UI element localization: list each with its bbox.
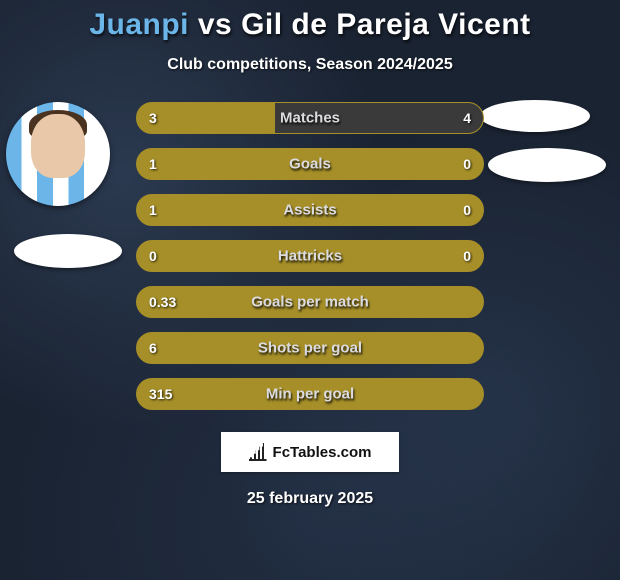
stat-value-left: 1	[149, 156, 157, 172]
stat-bar: 3 4 Matches	[136, 102, 484, 134]
stat-label: Goals	[289, 156, 331, 173]
title-player1: Juanpi	[89, 8, 189, 41]
stat-label: Min per goal	[266, 386, 354, 403]
fctables-icon	[249, 443, 267, 461]
stat-value-right: 0	[463, 156, 471, 172]
logo-badge: FcTables.com	[221, 432, 399, 472]
player2-name-plate-bottom	[488, 148, 606, 182]
stat-bar: 6 Shots per goal	[136, 332, 484, 364]
stat-value-left: 0.33	[149, 294, 176, 310]
stat-value-left: 0	[149, 248, 157, 264]
title-player2: Gil de Pareja Vicent	[241, 8, 531, 41]
stat-bar: 1 0 Goals	[136, 148, 484, 180]
date-label: 25 february 2025	[247, 490, 373, 508]
stat-value-left: 6	[149, 340, 157, 356]
stat-label: Goals per match	[251, 294, 369, 311]
stat-label: Shots per goal	[258, 340, 362, 357]
stat-label: Matches	[280, 110, 340, 127]
stat-label: Hattricks	[278, 248, 342, 265]
player1-name-plate	[14, 234, 122, 268]
stat-value-right: 0	[463, 202, 471, 218]
page-title: Juanpi vs Gil de Pareja Vicent	[89, 8, 530, 42]
stat-value-left: 3	[149, 110, 157, 126]
compare-area: 3 4 Matches 1 0 Goals 1 0 Assists 0 0 Hattricks 0.33…	[0, 102, 620, 410]
stat-value-left: 315	[149, 386, 172, 402]
stat-bar: 315 Min per goal	[136, 378, 484, 410]
stat-value-right: 4	[463, 110, 471, 126]
bar-fill-left	[137, 103, 275, 133]
stat-bar: 0 0 Hattricks	[136, 240, 484, 272]
stat-bar: 0.33 Goals per match	[136, 286, 484, 318]
logo-text: FcTables.com	[273, 444, 372, 461]
stat-bar: 1 0 Assists	[136, 194, 484, 226]
stat-value-right: 0	[463, 248, 471, 264]
title-vs: vs	[198, 8, 232, 41]
stat-label: Assists	[283, 202, 336, 219]
player2-name-plate-top	[480, 100, 590, 132]
subtitle: Club competitions, Season 2024/2025	[167, 56, 452, 74]
comparison-container: Juanpi vs Gil de Pareja Vicent Club comp…	[0, 0, 620, 580]
stat-bars: 3 4 Matches 1 0 Goals 1 0 Assists 0 0 Hattricks 0.33…	[136, 102, 484, 410]
player1-avatar	[6, 102, 110, 206]
stat-value-left: 1	[149, 202, 157, 218]
